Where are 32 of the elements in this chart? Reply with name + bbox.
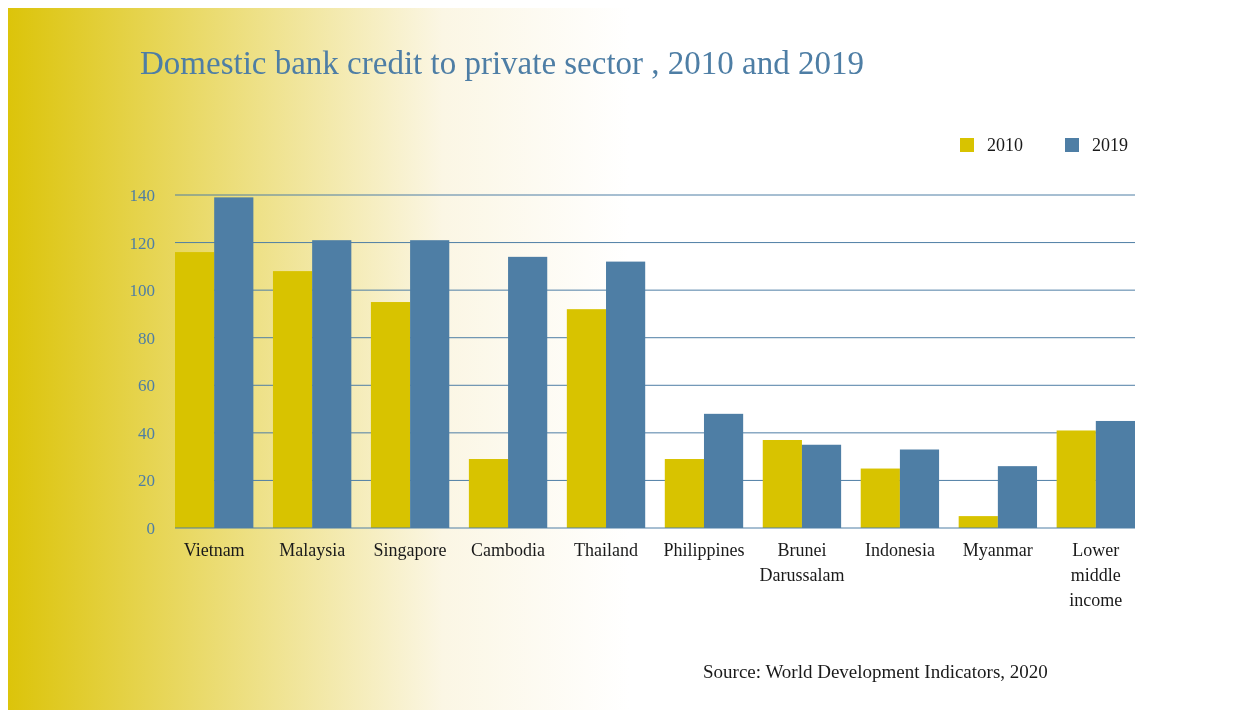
x-tick-label: Cambodia (471, 540, 546, 560)
legend-label: 2019 (1092, 135, 1128, 156)
source-note: Source: World Development Indicators, 2020 (703, 661, 1048, 682)
chart-title: Domestic bank credit to private sector , 2010 and 2019 (140, 45, 864, 81)
x-tick-label: Singapore (373, 540, 447, 560)
bar (762, 439, 802, 528)
y-tick-label: 140 (129, 185, 155, 205)
bar (272, 271, 313, 528)
y-tick-label: 40 (138, 423, 155, 443)
x-tick-label: Lower middle income (1069, 540, 1123, 610)
y-tick-label: 60 (138, 376, 155, 396)
x-tick-label: Philippines (663, 540, 745, 560)
x-tick-label: Myanmar (962, 540, 1033, 560)
y-tick-label: 80 (138, 328, 155, 348)
x-tick-label: Thailand (574, 540, 639, 560)
y-tick-label: 100 (129, 281, 155, 301)
bar (958, 516, 998, 528)
y-tick-label: 0 (146, 518, 155, 538)
x-tick-label: Indonesia (864, 540, 935, 560)
y-tick-label: 120 (129, 233, 155, 253)
legend-label: 2010 (987, 135, 1023, 156)
bar (664, 459, 704, 528)
bar (468, 459, 509, 528)
bar (566, 309, 607, 528)
bar (1056, 430, 1096, 528)
bar (175, 252, 215, 528)
x-tick-label: Vietnam (183, 540, 245, 560)
x-tick-label: Malaysia (279, 540, 346, 560)
bar (860, 468, 900, 528)
y-tick-label: 20 (138, 471, 155, 491)
bar (370, 302, 411, 528)
x-tick-label: Brunei Darussalam (759, 540, 845, 585)
